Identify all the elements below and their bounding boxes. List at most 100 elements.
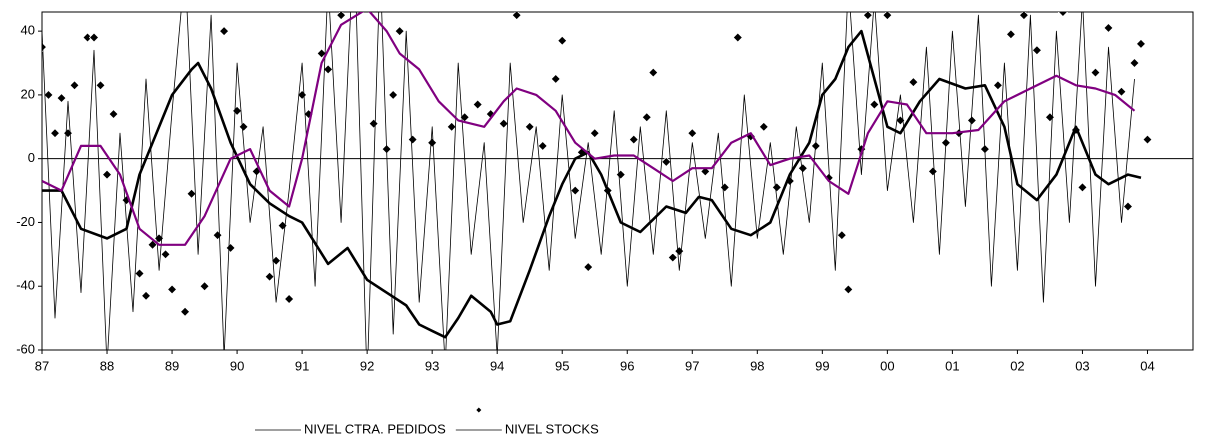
scatter-point [1090,67,1101,78]
scatter-point [862,12,873,21]
scatter-point [388,89,399,100]
scatter-point [771,182,782,193]
scatter-point [166,284,178,295]
scatter-point [186,188,197,199]
series-line [42,12,1135,350]
scatter-point [160,249,171,260]
scatter-point [225,242,236,254]
scatter-point [908,77,919,88]
scatter-point [427,137,438,148]
scatter-point [1031,45,1042,56]
scatter-point [615,169,626,180]
scatter-point [108,108,119,120]
y-tick-label: 40 [21,23,35,38]
x-tick-label: 87 [35,358,49,373]
x-tick-label: 90 [230,358,244,373]
legend-label: NIVEL CTRA. PEDIDOS [304,421,446,436]
scatter-point [134,268,145,279]
x-tick-label: 96 [620,358,634,373]
scatter-point [1005,29,1016,40]
x-tick-label: 88 [100,358,114,373]
scatter-point [570,185,581,196]
x-tick-label: 89 [165,358,179,373]
scatter-point [1129,57,1140,69]
scatter-point [498,118,509,129]
scatter-point [277,220,288,231]
x-tick-label: 03 [1075,358,1089,373]
legend-label: NIVEL STOCKS [505,421,599,436]
scatter-point [511,12,522,21]
legend-marker [476,407,482,413]
scatter-point [88,32,100,43]
scatter-point [589,128,600,139]
scatter-point [1116,86,1127,97]
scatter-point [219,26,230,37]
scatter-point [583,262,594,273]
scatter-point [537,140,548,151]
scatter-point [674,246,685,257]
scatter-point [42,42,48,53]
scatter-point [1057,12,1069,18]
scatter-point [1018,12,1029,21]
scatter-point [557,35,568,46]
scatter-point [264,271,275,282]
x-tick-label: 95 [555,358,569,373]
x-tick-label: 00 [880,358,894,373]
series-line [42,29,1142,339]
scatter-point [667,252,678,263]
scatter-point [446,121,457,132]
scatter-point [927,166,938,177]
x-tick-label: 99 [815,358,829,373]
scatter-point [661,156,672,167]
scatter-point [323,64,334,75]
scatter-point [101,169,113,180]
scatter-point [1142,134,1153,145]
scatter-point [550,73,561,85]
scatter-point [1077,182,1088,193]
x-tick-label: 98 [750,358,764,373]
y-tick-label: -60 [16,341,35,356]
scatter-point [95,80,106,91]
x-tick-label: 93 [425,358,439,373]
scatter-point [992,80,1003,91]
scatter-point [232,105,243,116]
scatter-point [687,128,698,139]
scatter-point [758,121,769,132]
scatter-point [1122,201,1134,212]
scatter-point [69,80,80,91]
scatter-point [356,1,365,10]
scatter-point [732,32,743,43]
x-tick-label: 97 [685,358,699,373]
scatter-point [62,128,74,139]
scatter-point [43,89,54,100]
x-tick-label: 91 [295,358,309,373]
scatter-point [316,48,327,59]
scatter-point [836,230,847,241]
y-tick-label: 0 [28,150,35,165]
scatter-point [179,306,191,317]
scatter-point [238,121,249,132]
scatter-point [648,67,659,78]
scatter-point [882,12,893,21]
scatter-point [56,93,67,104]
x-tick-label: 92 [360,358,374,373]
scatter-point [199,281,210,292]
plot-area [42,1,1193,350]
scatter-point [336,12,347,21]
x-tick-label: 01 [945,358,959,373]
series-line [42,12,1136,246]
scatter-point [797,163,808,174]
scatter-point [284,293,295,305]
y-tick-label: -40 [16,278,35,293]
x-tick-label: 94 [490,358,504,373]
scatter-point [140,290,152,301]
x-tick-label: 04 [1140,358,1154,373]
scatter-point [1103,22,1114,34]
scatter-point [212,230,223,241]
scatter-point [49,128,61,139]
scatter-point [368,118,379,129]
scatter-point [407,134,418,145]
scatter-point [394,26,405,37]
scatter-point [628,134,639,145]
